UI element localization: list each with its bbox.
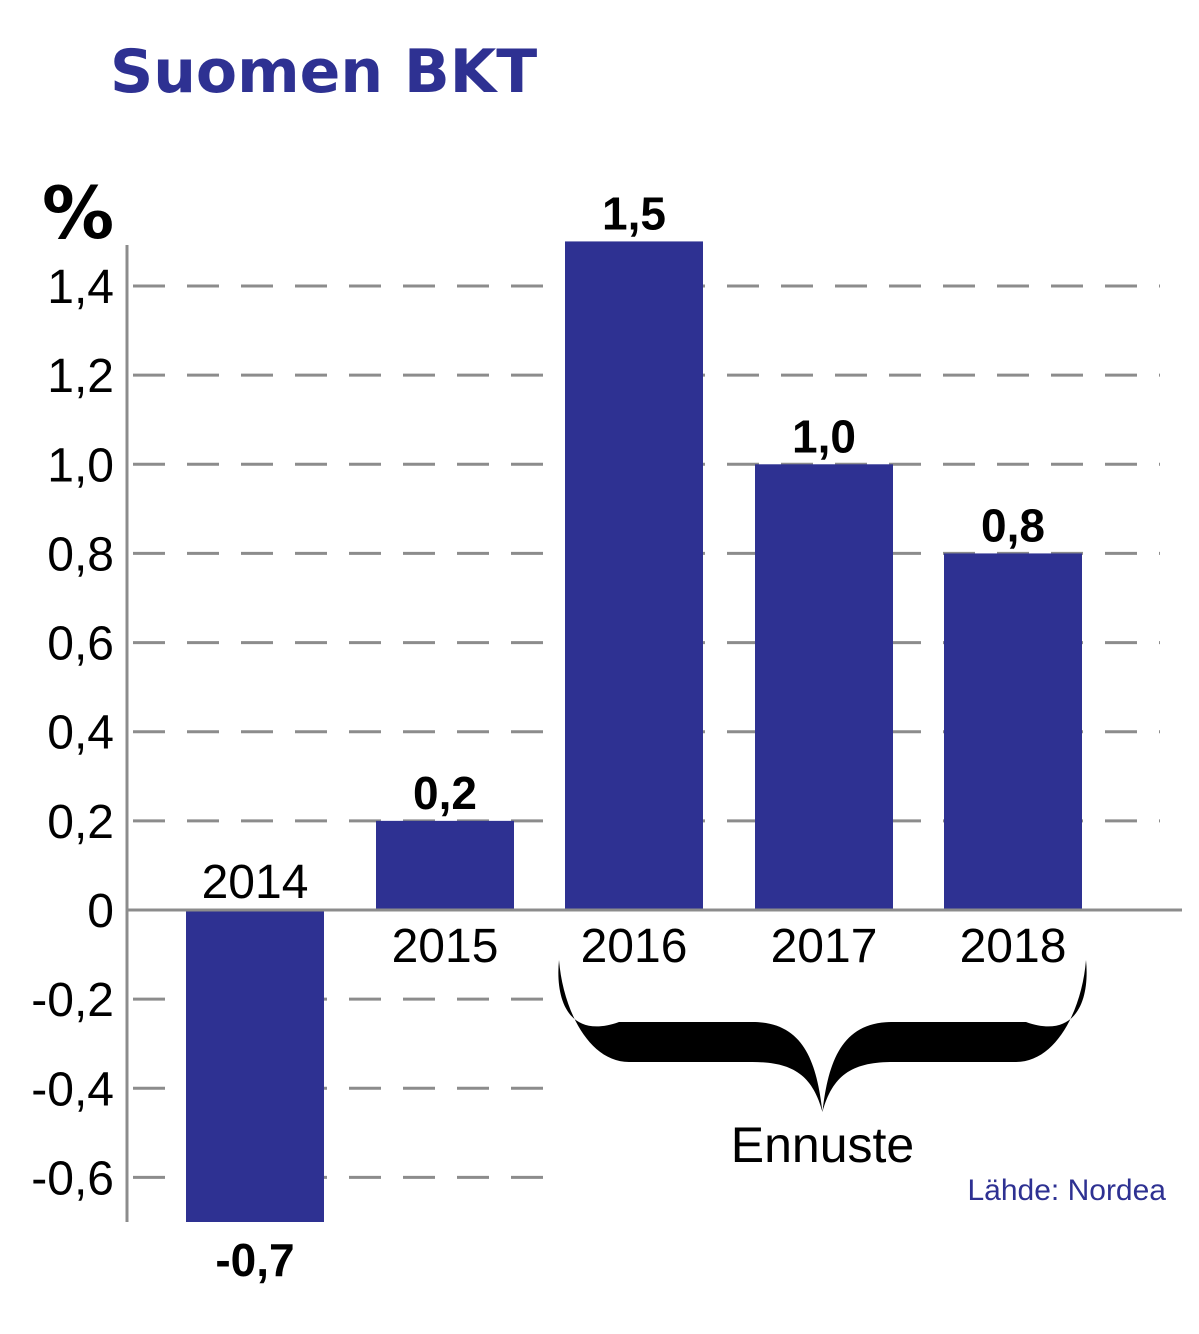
- data-label: 0,2: [413, 767, 477, 819]
- category-label: 2015: [392, 920, 499, 973]
- category-label: 2014: [202, 856, 309, 909]
- source-label: Lähde: Nordea: [968, 1174, 1167, 1207]
- data-label: 1,5: [602, 187, 666, 239]
- chart-title: Suomen BKT: [110, 37, 537, 107]
- axes: [125, 245, 1182, 1222]
- bar-2015: [376, 820, 514, 910]
- data-label: -0,7: [215, 1234, 294, 1286]
- data-label: 0,8: [981, 499, 1045, 551]
- y-axis-unit-label: %: [42, 171, 114, 255]
- y-tick-label: -0,2: [31, 974, 114, 1027]
- bar-2017: [755, 464, 893, 910]
- y-tick-label: 0,2: [47, 796, 114, 849]
- bar-2016: [565, 241, 703, 910]
- y-tick-label: 1,2: [47, 350, 114, 403]
- category-label: 2017: [771, 920, 878, 973]
- y-tick-label: 0,6: [47, 618, 114, 671]
- labels: 2014 2015 2016 2017 2018 -0,7 0,2 1,5 1,0 0,8: [202, 187, 1067, 1286]
- forecast-annotation: Ennuste: [558, 960, 1087, 1173]
- data-label: 1,0: [792, 410, 856, 462]
- y-tick-labels: 1,4 1,2 1,0 0,8 0,6 0,4 0,2 0 -0,2 -0,4 -0,6: [31, 261, 114, 1205]
- y-tick-label: 0: [87, 885, 114, 938]
- category-label: 2018: [960, 920, 1067, 973]
- bar-2014: [186, 910, 324, 1222]
- category-label: 2016: [581, 920, 688, 973]
- forecast-label: Ennuste: [731, 1117, 914, 1173]
- bar-2018: [944, 553, 1082, 910]
- y-tick-label: 0,4: [47, 707, 114, 760]
- forecast-brace: [558, 960, 1087, 1112]
- bars: [186, 241, 1082, 1222]
- y-tick-label: -0,6: [31, 1152, 114, 1205]
- y-tick-label: 1,0: [47, 439, 114, 492]
- y-tick-label: -0,4: [31, 1063, 114, 1116]
- y-tick-label: 1,4: [47, 261, 114, 314]
- y-tick-label: 0,8: [47, 528, 114, 581]
